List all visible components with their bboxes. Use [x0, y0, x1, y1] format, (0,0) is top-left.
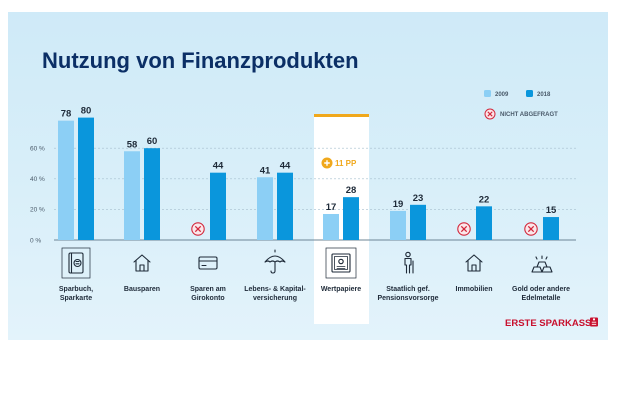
card-icon [198, 256, 218, 270]
bar-chart: Nutzung von Finanzprodukten 0 % 20 % 40 % 6… [30, 48, 598, 329]
bar-group: 22 [457, 194, 492, 240]
legend-swatch-2018 [526, 90, 533, 97]
category-label: Wertpapiere [321, 286, 361, 293]
savings-book-icon [68, 252, 84, 274]
bar-group: 78 80 [58, 106, 94, 240]
bar-2018 [78, 117, 94, 240]
category-label: versicherung [253, 295, 297, 302]
data-label: 22 [479, 194, 490, 205]
bar-2009 [257, 177, 273, 240]
category-label: Lebens- & Kapital- [244, 286, 306, 293]
data-label: 19 [393, 199, 404, 210]
chart-title: Nutzung von Finanzprodukten [42, 48, 359, 73]
person-icon [404, 251, 414, 274]
category: Immobilien [456, 254, 493, 293]
brand-name: ERSTE SPARKASSE [505, 318, 598, 329]
category-icon-frame [61, 247, 91, 279]
data-label: 17 [326, 202, 337, 213]
category-label: Girokonto [191, 295, 224, 302]
legend: 2009 2018 NICHT ABGEFRAGT [484, 90, 558, 120]
certificate-icon [331, 253, 351, 273]
bar-2018 [210, 172, 226, 240]
growth-annotation-label: 11 PP [335, 159, 357, 168]
bar-2018 [144, 148, 160, 240]
category-axis: Sparbuch, Sparkarte Bausparen Sparen am Giro… [59, 247, 570, 302]
category: Staatlich gef. Pensionsvorsorge [377, 251, 439, 302]
not-asked-icon [524, 222, 538, 236]
data-label: 44 [280, 161, 291, 172]
data-label: 41 [260, 165, 271, 176]
bar-2018 [476, 206, 492, 240]
category: Sparbuch, Sparkarte [59, 247, 93, 302]
bar-2009 [124, 151, 140, 240]
data-label: 23 [413, 193, 424, 204]
y-tick-label: 0 % [30, 237, 41, 244]
bar-2018 [543, 217, 559, 240]
category-label: Sparbuch, [59, 286, 93, 293]
bar-2018 [410, 204, 426, 240]
y-tick-label: 60 % [30, 146, 45, 153]
category-label: Immobilien [456, 286, 493, 293]
legend-label-2018: 2018 [537, 92, 551, 98]
category: Bausparen [124, 254, 160, 293]
chart-slide: Nutzung von Finanzprodukten 0 % 20 % 40 % 6… [8, 12, 608, 340]
gold-bars-icon [531, 255, 553, 273]
bar-2009 [323, 213, 339, 240]
plus-circle-icon [321, 157, 333, 169]
house-icon [133, 254, 151, 272]
y-axis-ticks: 0 % 20 % 40 % 60 % [30, 146, 45, 245]
y-tick-label: 20 % [30, 207, 45, 214]
data-label: 28 [346, 185, 357, 196]
legend-swatch-2009 [484, 90, 491, 97]
category: Wertpapiere [321, 247, 361, 293]
category-label: Staatlich gef. [386, 286, 430, 293]
data-label: 58 [127, 139, 138, 150]
highlight-column-bar [314, 114, 369, 117]
umbrella-icon [264, 249, 286, 274]
legend-label-2009: 2009 [495, 92, 509, 98]
category-icon-frame [325, 247, 357, 279]
y-tick-label: 40 % [30, 176, 45, 183]
category: Gold oder andere Edelmetalle [512, 255, 570, 302]
not-asked-icon [457, 222, 471, 236]
category: Lebens- & Kapital-versicherung [244, 249, 306, 302]
data-label: 78 [61, 109, 72, 120]
not-asked-icon [191, 222, 205, 236]
data-label: 80 [81, 106, 92, 117]
legend-label-not-asked: NICHT ABGEFRAGT [500, 112, 558, 118]
bar-group: 41 44 [257, 161, 293, 240]
bar-group: 15 [524, 205, 559, 240]
bar-2009 [58, 120, 74, 240]
data-label: 15 [546, 205, 557, 216]
category-label: Gold oder andere [512, 286, 570, 293]
bar-2018 [343, 197, 359, 240]
sparkasse-s-icon [590, 317, 598, 327]
data-label: 60 [147, 136, 158, 147]
category-label: Bausparen [124, 286, 160, 293]
category-label: Pensionsvorsorge [377, 295, 438, 302]
category-label: Sparen am [190, 286, 226, 293]
category: Sparen am Girokonto [190, 256, 226, 302]
data-label: 44 [213, 161, 224, 172]
bar-2018 [277, 172, 293, 240]
brand-logo: ERSTE SPARKASSE [505, 317, 598, 329]
bar-group: 58 60 [124, 136, 160, 240]
growth-annotation: 11 PP [321, 157, 357, 169]
category-label: Sparkarte [60, 295, 92, 302]
bar-2009 [390, 210, 406, 240]
category-label: Edelmetalle [522, 295, 561, 302]
bar-group: 44 [191, 161, 226, 240]
house-icon [465, 254, 483, 272]
not-asked-legend-icon [484, 108, 496, 120]
